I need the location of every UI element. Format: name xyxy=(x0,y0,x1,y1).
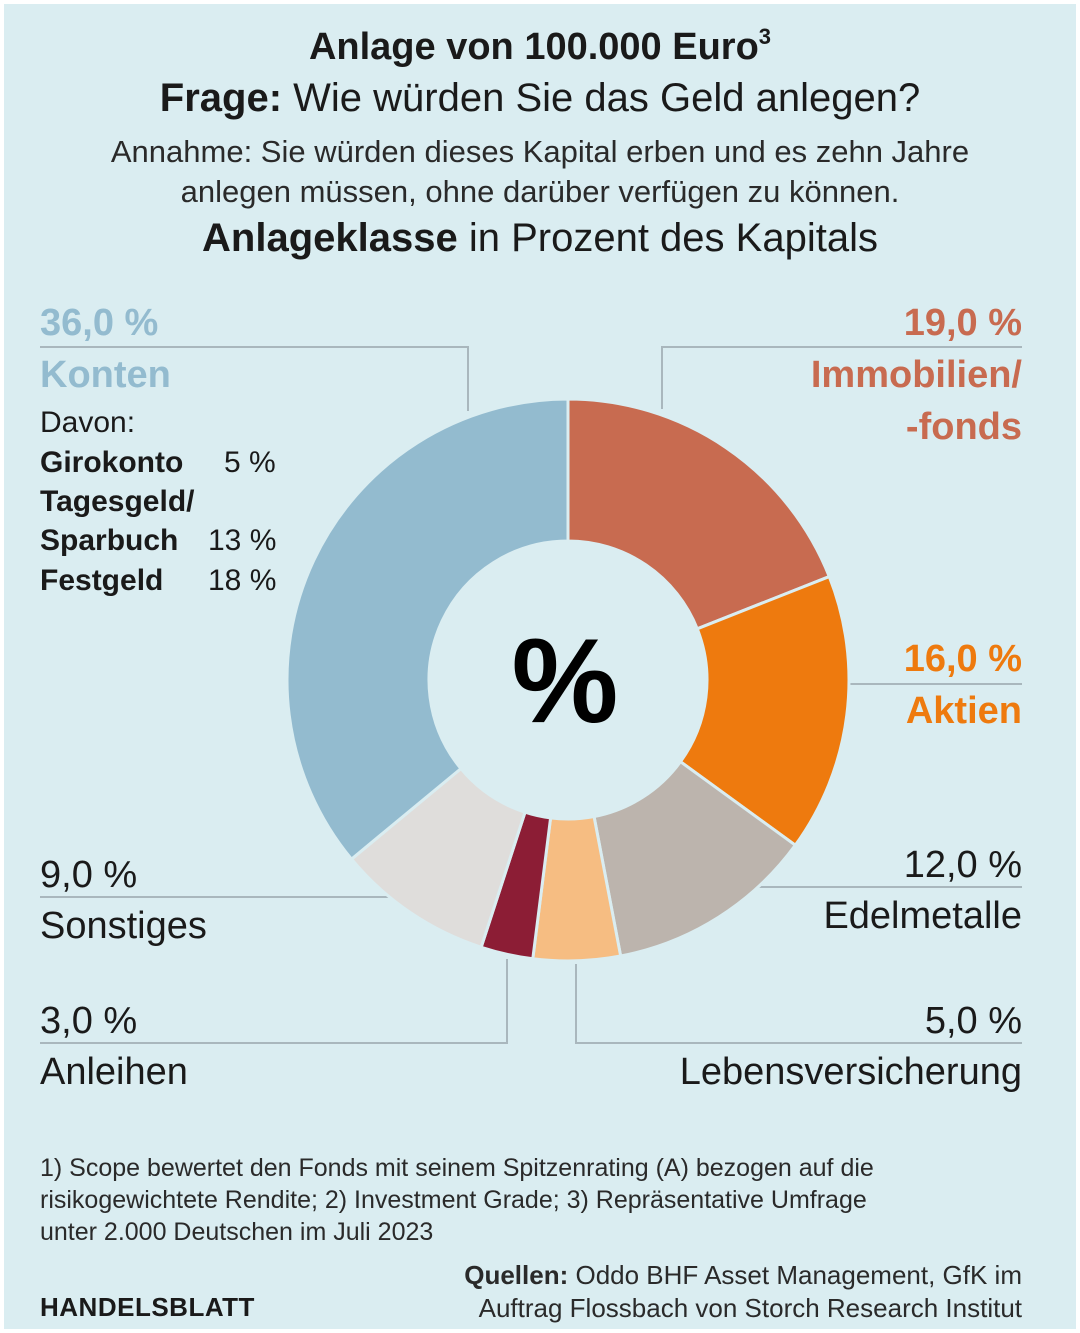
slice-immobilien-fonds xyxy=(566,397,832,631)
sources-text-1: Oddo BHF Asset Management, GfK im xyxy=(568,1260,1022,1290)
konten-breakdown-heading: Davon: xyxy=(40,406,136,439)
donut-chart: % xyxy=(40,346,1022,1044)
slice-konten xyxy=(285,397,570,862)
chart-title: Anlage von 100.000 Euro3 xyxy=(308,24,772,68)
chart-subtitle: Anlageklasse in Prozent des Kapitals xyxy=(4,216,1076,261)
breakdown-tagesgeld-name: Tagesgeld/ xyxy=(40,485,195,518)
footnote-line-3: unter 2.000 Deutschen im Juli 2023 xyxy=(40,1218,434,1246)
immobilien-label-line-1: Immobilien/ xyxy=(810,354,1022,396)
footnote-line-1: 1) Scope bewertet den Fonds mit seinem S… xyxy=(40,1154,874,1182)
konten-value: 36,0 % xyxy=(40,302,159,344)
chart-subtitle-text: in Prozent des Kapitals xyxy=(457,216,878,260)
leader-line-immobilien xyxy=(661,346,1022,409)
breakdown-festgeld-name: Festgeld xyxy=(40,564,164,597)
leader-line-lebensversicherung xyxy=(575,964,1022,1044)
aktien-label: Aktien xyxy=(905,690,1022,732)
aktien-value: 16,0 % xyxy=(903,638,1022,680)
sources-line-1: Quellen: Oddo BHF Asset Management, GfK … xyxy=(464,1260,1022,1291)
sources-label: Quellen: xyxy=(464,1260,569,1290)
leader-line-anleihen xyxy=(40,959,508,1044)
center-percent-symbol: % xyxy=(512,614,619,748)
assumption-line-1: Annahme: Sie würden dieses Kapital erben… xyxy=(110,134,970,169)
breakdown-tagesgeld-value: 13 % xyxy=(208,524,277,557)
anleihen-value: 3,0 % xyxy=(40,1000,138,1042)
lebensversicherung-value: 5,0 % xyxy=(924,1000,1022,1042)
question-text: Wie würden Sie das Geld anlegen? xyxy=(282,76,921,120)
breakdown-sparbuch-name: Sparbuch xyxy=(40,524,179,557)
sonstiges-label: Sonstiges xyxy=(40,905,207,947)
immobilien-value: 19,0 % xyxy=(903,302,1022,344)
footnote-line-2: risikogewichtete Rendite; 2) Investment … xyxy=(40,1186,867,1214)
konten-label: Konten xyxy=(40,354,171,396)
breakdown-girokonto-value: 5 % xyxy=(224,446,276,479)
anleihen-label: Anleihen xyxy=(40,1051,188,1093)
breakdown-festgeld-value: 18 % xyxy=(208,564,277,597)
leader-line-konten xyxy=(40,346,469,411)
donut-slices xyxy=(285,397,851,963)
edelmetalle-value: 12,0 % xyxy=(903,844,1022,886)
immobilien-label-line-2: -fonds xyxy=(905,406,1022,448)
slice-edelmetalle xyxy=(592,759,798,958)
sonstiges-value: 9,0 % xyxy=(40,854,138,896)
slice-aktien xyxy=(678,574,851,848)
leader-lines xyxy=(40,346,1022,1044)
question: Frage: Wie würden Sie das Geld anlegen? xyxy=(4,76,1076,121)
infographic: Anlage von 100.000 Euro3 Frage: Wie würd… xyxy=(4,4,1076,1329)
publisher-logo: HANDELSBLATT xyxy=(40,1292,255,1322)
title-footnote-marker: 3 xyxy=(758,24,772,49)
assumption-line-2: anlegen müssen, ohne darüber verfügen zu… xyxy=(180,174,900,209)
sources-line-2: Auftrag Flossbach von Storch Research In… xyxy=(478,1293,1022,1323)
edelmetalle-label: Edelmetalle xyxy=(823,895,1022,937)
footnotes: 1) Scope bewertet den Fonds mit seinem S… xyxy=(40,1152,1050,1248)
chart-subtitle-bold: Anlageklasse xyxy=(202,216,458,260)
question-label: Frage: xyxy=(159,76,283,120)
lebensversicherung-label: Lebensversicherung xyxy=(679,1051,1022,1093)
breakdown-girokonto-name: Girokonto xyxy=(40,446,184,479)
